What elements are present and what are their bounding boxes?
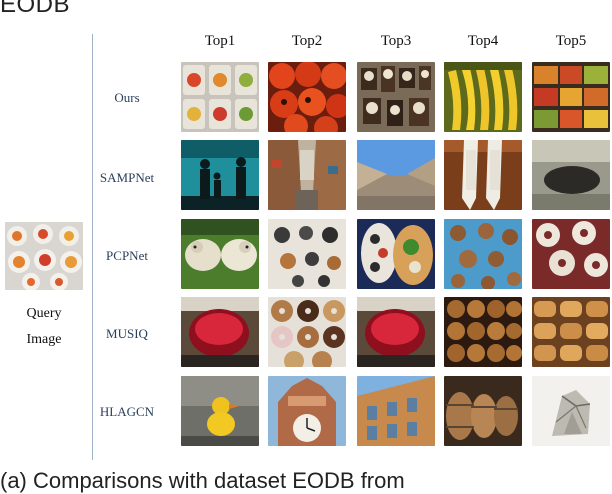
query-image <box>5 222 83 290</box>
result-image <box>357 297 435 367</box>
result-image <box>181 376 259 446</box>
row-label-ours: Ours <box>114 90 140 105</box>
row-label-sampnet: SAMPNet <box>99 170 155 185</box>
result-image <box>268 140 346 210</box>
result-image <box>444 219 522 289</box>
result-image <box>268 297 346 367</box>
result-image <box>532 297 610 367</box>
dataset-label: EODB <box>0 0 71 18</box>
result-image <box>268 62 346 132</box>
result-image <box>181 219 259 289</box>
figure-caption: (a) Comparisons with dataset EODB from <box>0 468 405 493</box>
result-image <box>444 297 522 367</box>
column-header-top1: Top1 <box>204 33 236 49</box>
result-image <box>268 376 346 446</box>
result-image <box>532 376 610 446</box>
result-image <box>268 219 346 289</box>
result-image <box>357 62 435 132</box>
result-image <box>357 219 435 289</box>
result-image <box>181 62 259 132</box>
row-label-musiq: MUSIQ <box>106 326 148 341</box>
result-image <box>532 140 610 210</box>
column-header-top4: Top4 <box>467 33 499 49</box>
query-label-line1: Query <box>26 306 62 321</box>
result-image <box>357 376 435 446</box>
column-header-top3: Top3 <box>380 33 412 49</box>
query-block: Query Image <box>5 222 83 347</box>
result-image <box>532 219 610 289</box>
column-header-top5: Top5 <box>555 33 587 49</box>
query-label-line2: Image <box>26 332 62 347</box>
result-image <box>181 297 259 367</box>
result-image <box>181 140 259 210</box>
result-image <box>444 62 522 132</box>
row-label-pcpnet: PCPNet <box>106 248 148 263</box>
result-image <box>444 140 522 210</box>
result-image <box>357 140 435 210</box>
result-image <box>444 376 522 446</box>
row-divider-line <box>92 34 93 460</box>
column-header-top2: Top2 <box>291 33 323 49</box>
row-label-hlagcn: HLAGCN <box>99 404 155 419</box>
result-image <box>532 62 610 132</box>
